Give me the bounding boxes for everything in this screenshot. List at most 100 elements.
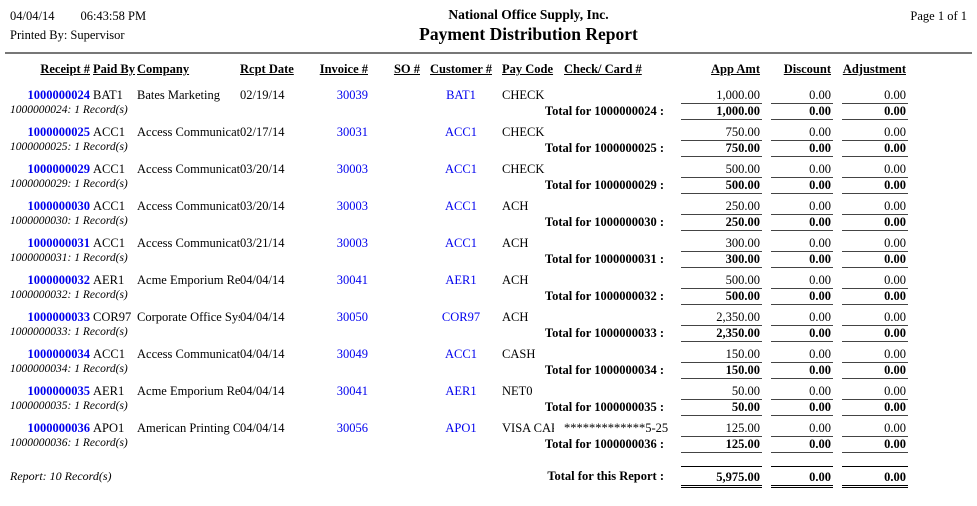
invoice-number-link[interactable]: 30050 (336, 309, 368, 324)
invoice-number-link[interactable]: 30003 (336, 161, 368, 176)
pay-code-value: CHECK (502, 87, 545, 102)
receipt-total-adjustment: 0.00 (842, 139, 908, 157)
receipt-total-discount: 0.00 (771, 102, 833, 120)
customer-number-link[interactable]: ACC1 (445, 124, 477, 139)
customer-number-link[interactable]: APO1 (445, 420, 477, 435)
report-header: 04/04/14 06:43:58 PM Printed By: Supervis… (0, 0, 977, 46)
receipt-total-adjustment: 0.00 (842, 176, 908, 194)
receipt-number-link[interactable]: 1000000033 (27, 309, 91, 324)
receipt-subtotal-row: 1000000029: 1 Record(s) Total for 1000000… (10, 176, 977, 194)
header-divider (5, 51, 972, 54)
invoice-number-link[interactable]: 30039 (336, 87, 368, 102)
invoice-number-link[interactable]: 30041 (336, 272, 368, 287)
receipt-number-link[interactable]: 1000000034 (27, 346, 91, 361)
discount-value: 0.00 (809, 420, 831, 435)
receipt-total-app-amt: 500.00 (681, 287, 762, 305)
receipt-total-app-amt: 750.00 (681, 139, 762, 157)
paid-by-value: COR97 (93, 309, 132, 324)
discount-value: 0.00 (809, 87, 831, 102)
company-name: National Office Supply, Inc. (448, 7, 609, 22)
customer-number-link[interactable]: ACC1 (445, 235, 477, 250)
discount-value: 0.00 (809, 309, 831, 324)
receipt-number-link[interactable]: 1000000036 (27, 420, 91, 435)
company-value: Access Communications (137, 124, 240, 139)
adjustment-value: 0.00 (884, 346, 906, 361)
grand-total-app-amt: 5,975.00 (681, 465, 762, 488)
rcpt-date-value: 02/19/14 (240, 87, 285, 102)
receipt-number-link[interactable]: 1000000025 (27, 124, 91, 139)
receipt-total-adjustment: 0.00 (842, 287, 908, 305)
col-paid-by: Paid By (93, 61, 136, 76)
report-groups: 1000000024 BAT1 Bates Marketing 02/19/14 300… (10, 83, 977, 453)
receipt-number-link[interactable]: 1000000031 (27, 235, 91, 250)
check-card-value: *************5-25 (564, 420, 669, 435)
receipt-subtotal-row: 1000000036: 1 Record(s) Total for 1000000… (10, 435, 977, 453)
col-receipt: Receipt # (40, 61, 90, 76)
invoice-number-link[interactable]: 30049 (336, 346, 368, 361)
company-value: American Printing Orga (137, 420, 240, 435)
customer-number-link[interactable]: BAT1 (446, 87, 476, 102)
invoice-number-link[interactable]: 30003 (336, 235, 368, 250)
rcpt-date-value: 02/17/14 (240, 124, 285, 139)
receipt-total-label: Total for 1000000031 : (544, 251, 664, 266)
adjustment-value: 0.00 (884, 272, 906, 287)
receipt-total-app-amt: 150.00 (681, 361, 762, 379)
invoice-number-link[interactable]: 30031 (336, 124, 368, 139)
grand-total-discount: 0.00 (771, 465, 833, 488)
pay-code-value: VISA CARD (502, 420, 554, 435)
pay-code-value: ACH (502, 309, 529, 324)
customer-number-link[interactable]: ACC1 (445, 161, 477, 176)
col-pay-code: Pay Code (502, 61, 554, 76)
receipt-number-link[interactable]: 1000000030 (27, 198, 91, 213)
receipt-subtotal-row: 1000000032: 1 Record(s) Total for 1000000… (10, 287, 977, 305)
adjustment-value: 0.00 (884, 309, 906, 324)
receipt-number-link[interactable]: 1000000024 (27, 87, 91, 102)
receipt-number-link[interactable]: 1000000032 (27, 272, 91, 287)
print-time: 06:43:58 PM (80, 9, 147, 23)
app-amt-value: 1,000.00 (716, 87, 760, 102)
customer-number-link[interactable]: COR97 (441, 309, 481, 324)
record-count-note: 1000000035: 1 Record(s) (10, 399, 128, 412)
col-so: SO # (393, 61, 420, 76)
pay-code-value: ACH (502, 198, 529, 213)
col-discount: Discount (783, 61, 831, 76)
invoice-number-link[interactable]: 30056 (336, 420, 368, 435)
discount-value: 0.00 (809, 383, 831, 398)
invoice-number-link[interactable]: 30003 (336, 198, 368, 213)
printed-by: Printed By: Supervisor (10, 28, 125, 43)
paid-by-value: APO1 (93, 420, 125, 435)
invoice-number-link[interactable]: 30041 (336, 383, 368, 398)
pay-code-value: CHECK (502, 161, 545, 176)
receipt-total-discount: 0.00 (771, 361, 833, 379)
receipt-total-discount: 0.00 (771, 287, 833, 305)
record-count-note: 1000000025: 1 Record(s) (10, 140, 128, 153)
receipt-total-label: Total for 1000000030 : (544, 214, 664, 229)
adjustment-value: 0.00 (884, 235, 906, 250)
customer-number-link[interactable]: AER1 (445, 272, 477, 287)
receipt-number-link[interactable]: 1000000035 (27, 383, 91, 398)
app-amt-value: 2,350.00 (716, 309, 760, 324)
customer-number-link[interactable]: ACC1 (445, 198, 477, 213)
report-record-count: Report: 10 Record(s) (10, 468, 112, 483)
receipt-total-adjustment: 0.00 (842, 398, 908, 416)
customer-number-link[interactable]: ACC1 (445, 346, 477, 361)
receipt-number-link[interactable]: 1000000029 (27, 161, 91, 176)
record-count-note: 1000000033: 1 Record(s) (10, 325, 128, 338)
discount-value: 0.00 (809, 346, 831, 361)
receipt-total-adjustment: 0.00 (842, 361, 908, 379)
receipt-subtotal-row: 1000000024: 1 Record(s) Total for 1000000… (10, 102, 977, 120)
receipt-total-label: Total for 1000000029 : (544, 177, 664, 192)
receipt-total-label: Total for 1000000033 : (544, 325, 664, 340)
discount-value: 0.00 (809, 124, 831, 139)
record-count-note: 1000000032: 1 Record(s) (10, 288, 128, 301)
customer-number-link[interactable]: AER1 (445, 383, 477, 398)
adjustment-value: 0.00 (884, 198, 906, 213)
discount-value: 0.00 (809, 235, 831, 250)
col-app-amt: App Amt (711, 61, 760, 76)
rcpt-date-value: 03/20/14 (240, 198, 285, 213)
rcpt-date-value: 04/04/14 (240, 383, 285, 398)
